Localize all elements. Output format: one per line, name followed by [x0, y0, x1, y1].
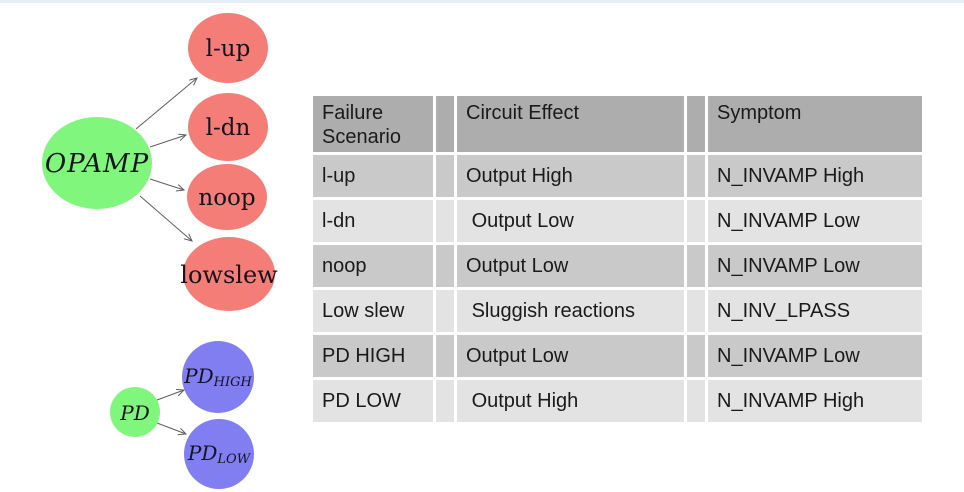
node-opamp: [42, 117, 152, 209]
cell-effect: Output Low: [457, 335, 684, 377]
cell-scenario: PD LOW: [313, 380, 433, 422]
spacer-cell: [436, 290, 454, 332]
node-pd: [110, 387, 160, 437]
spacer-cell: [436, 245, 454, 287]
cell-symptom: N_INVAMP High: [708, 380, 922, 422]
cell-symptom: N_INV_LPASS: [708, 290, 922, 332]
header-spacer-2: [687, 96, 705, 152]
spacer-cell: [687, 290, 705, 332]
cell-symptom: N_INVAMP Low: [708, 245, 922, 287]
node-pd-label: PD: [119, 401, 150, 425]
cell-effect: Output Low: [457, 200, 684, 242]
header-failure-scenario: Failure Scenario: [313, 96, 433, 152]
spacer-cell: [687, 200, 705, 242]
node-ldn-label: l-dn: [206, 115, 251, 141]
cell-symptom: N_INVAMP Low: [708, 335, 922, 377]
cell-scenario: PD HIGH: [313, 335, 433, 377]
header-circuit-effect: Circuit Effect: [457, 96, 684, 152]
cell-effect: Output High: [457, 380, 684, 422]
cell-symptom: N_INVAMP High: [708, 155, 922, 197]
node-pd-high: [182, 341, 254, 413]
node-lup-label: l-up: [206, 36, 251, 62]
node-lup: [188, 13, 268, 83]
spacer-cell: [436, 155, 454, 197]
node-lowslew-label: lowslew: [180, 261, 278, 289]
edge-pd-to-pdhigh-arrow: [156, 390, 184, 401]
node-ldn: [188, 93, 268, 161]
pd-low-base: PD: [187, 441, 218, 465]
spacer-cell: [687, 335, 705, 377]
edge-opamp-to-noop-arrow: [149, 178, 184, 190]
spacer-cell: [436, 200, 454, 242]
spacer-cell: [687, 245, 705, 287]
fault-tree-diagram: OPAMP l-up l-dn noop lowslew PD PDHIGH P…: [42, 13, 278, 489]
cell-scenario: l-up: [313, 155, 433, 197]
cell-scenario: noop: [313, 245, 433, 287]
node-noop-label: noop: [198, 185, 255, 211]
pd-high-base: PD: [183, 364, 214, 388]
top-window-edge-strip: [0, 0, 964, 3]
node-pd-low: [184, 419, 254, 489]
cell-symptom: N_INVAMP Low: [708, 200, 922, 242]
spacer-cell: [436, 335, 454, 377]
node-pd-high-label: PDHIGH: [183, 364, 252, 390]
node-lowslew: [183, 237, 275, 311]
cell-effect: Output Low: [457, 245, 684, 287]
cell-effect: Sluggish reactions: [457, 290, 684, 332]
header-symptom: Symptom: [708, 96, 922, 152]
edge-opamp-to-lowslew-arrow: [139, 195, 192, 241]
cell-scenario: Low slew: [313, 290, 433, 332]
failure-scenario-table: Failure Scenario Circuit Effect Symptom …: [313, 96, 922, 422]
node-noop: [187, 164, 267, 230]
spacer-cell: [687, 155, 705, 197]
cell-scenario: l-dn: [313, 200, 433, 242]
edge-opamp-to-ldn-arrow: [149, 135, 186, 148]
node-opamp-label: OPAMP: [45, 149, 149, 179]
pd-high-subscript: HIGH: [213, 375, 253, 390]
spacer-cell: [687, 380, 705, 422]
edge-pd-to-pdlow-arrow: [156, 422, 186, 434]
pd-low-subscript: LOW: [216, 452, 251, 467]
edge-opamp-to-lup-arrow: [135, 78, 197, 130]
spacer-cell: [436, 380, 454, 422]
node-pd-low-label: PDLOW: [187, 441, 252, 467]
header-spacer-1: [436, 96, 454, 152]
cell-effect: Output High: [457, 155, 684, 197]
